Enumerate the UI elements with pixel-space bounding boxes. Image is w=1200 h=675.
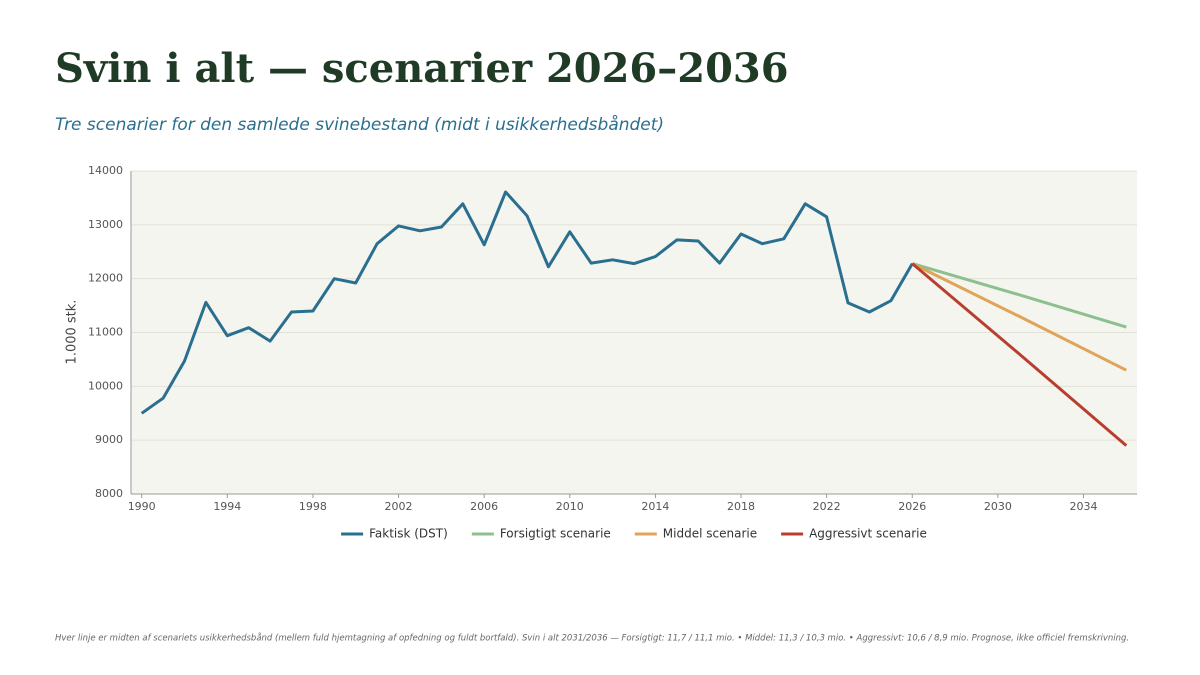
- legend-label: Aggressivt scenarie: [809, 527, 927, 541]
- legend-label: Faktisk (DST): [369, 527, 448, 541]
- y-tick-label: 10000: [88, 379, 123, 392]
- x-tick-label: 2018: [727, 500, 755, 513]
- legend-label: Middel scenarie: [663, 527, 757, 541]
- y-tick-label: 12000: [88, 272, 123, 285]
- x-tick-label: 1994: [213, 500, 241, 513]
- x-tick-label: 2010: [556, 500, 584, 513]
- chart-subtitle: Tre scenarier for den samlede svinebesta…: [55, 114, 664, 135]
- y-tick-label: 9000: [95, 433, 123, 446]
- series-line: [911, 262, 1127, 329]
- y-tick-label: 11000: [88, 326, 123, 339]
- x-tick-label: 2034: [1069, 500, 1097, 513]
- series-line: [911, 262, 1128, 447]
- x-tick-label: 2030: [984, 500, 1012, 513]
- series-line: [140, 190, 914, 415]
- x-tick-label: 1990: [128, 500, 156, 513]
- x-tick-label: 1998: [299, 500, 327, 513]
- x-tick-label: 2026: [898, 500, 926, 513]
- y-tick-label: 8000: [95, 487, 123, 500]
- y-tick-label: 13000: [88, 218, 123, 231]
- legend-label: Forsigtigt scenarie: [500, 527, 611, 541]
- x-tick-label: 2002: [385, 500, 413, 513]
- series-line: [911, 262, 1127, 372]
- x-tick-label: 2006: [470, 500, 498, 513]
- y-axis-label: 1.000 stk.: [65, 300, 80, 365]
- x-tick-label: 2022: [813, 500, 841, 513]
- y-tick-label: 14000: [88, 164, 123, 177]
- footnote: Hver linje er midten af scenariets usikk…: [55, 633, 1129, 644]
- chart-title: Svin i alt — scenarier 2026–2036: [55, 45, 789, 92]
- x-tick-label: 2014: [641, 500, 669, 513]
